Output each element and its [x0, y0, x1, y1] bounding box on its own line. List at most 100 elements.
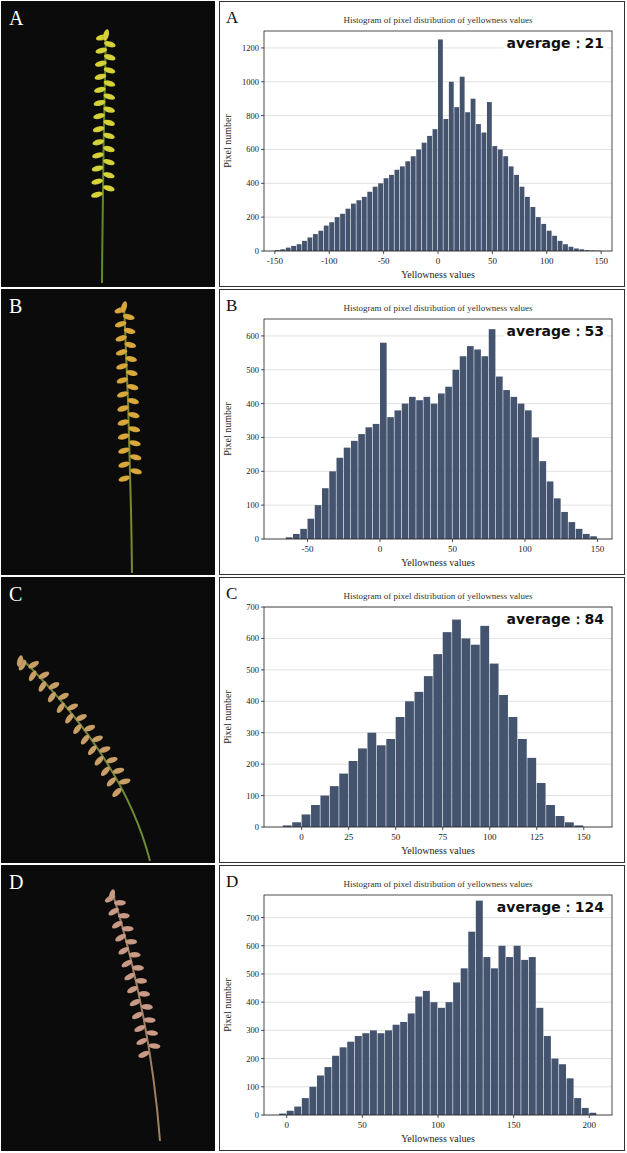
histogram-bar [396, 717, 405, 827]
grain [143, 1017, 155, 1023]
y-tick [261, 638, 264, 639]
histogram-bar [430, 1002, 437, 1115]
grain [94, 73, 107, 81]
y-tick-label: 0 [255, 246, 259, 256]
x-tick-label: 50 [488, 256, 498, 266]
grain [129, 453, 142, 461]
chart-title: Histogram of pixel distribution of yello… [344, 879, 533, 889]
annotation: average：21 [507, 35, 604, 51]
x-tick [489, 827, 490, 830]
y-tick-label: 600 [246, 144, 259, 154]
histogram-bar [356, 200, 361, 251]
x-tick-label: 50 [448, 544, 458, 554]
histogram-panel: DHistogram of pixel distribution of yell… [220, 866, 625, 1151]
histogram-bar [483, 957, 490, 1115]
grain [102, 132, 115, 141]
histogram-bar [320, 796, 329, 827]
x-tick [383, 251, 384, 254]
annotation-background [504, 322, 607, 340]
histogram-bar [344, 448, 351, 539]
y-tick-label: 600 [246, 633, 259, 643]
panel-letter: D [9, 871, 23, 893]
y-tick-label: 700 [246, 913, 259, 923]
grain [115, 348, 128, 357]
grain [146, 1030, 158, 1037]
histogram-bar [462, 638, 471, 827]
grain [103, 92, 116, 101]
grain [72, 723, 84, 736]
y-tick-label: 300 [246, 728, 259, 738]
x-tick [442, 827, 443, 830]
histogram-bar [569, 522, 576, 539]
histogram-bar [416, 400, 423, 539]
y-tick [261, 251, 264, 252]
histogram-bar [362, 1033, 369, 1115]
y-tick [261, 1086, 264, 1087]
grain [114, 320, 127, 329]
histogram-bar [518, 739, 527, 827]
histogram-bar [414, 692, 423, 827]
histogram-bar [294, 1107, 301, 1115]
histogram-bar [340, 214, 345, 251]
grain [94, 60, 107, 68]
grain [128, 425, 141, 433]
x-tick-label: 150 [594, 256, 608, 266]
histogram-bar [367, 192, 372, 251]
x-tick [362, 1115, 363, 1118]
histogram-bar [445, 387, 452, 539]
histogram-bar [482, 356, 489, 539]
histogram-bar [405, 701, 414, 827]
x-tick-label: -50 [378, 256, 390, 266]
histogram-bar [424, 397, 431, 539]
grain [55, 701, 66, 714]
histogram-bar [471, 645, 480, 827]
histogram-bar [329, 471, 336, 539]
grain [47, 681, 60, 691]
x-tick-label: -50 [302, 544, 314, 554]
panel-letter: C [226, 584, 237, 603]
histogram-bar [529, 957, 536, 1115]
y-tick [261, 1115, 264, 1116]
grain [57, 691, 70, 701]
grain [37, 670, 50, 681]
y-tick [261, 369, 264, 370]
grain [125, 939, 137, 945]
grain [117, 404, 130, 413]
x-tick [536, 827, 537, 830]
histogram-bar [386, 739, 395, 827]
histogram-bar [496, 377, 503, 539]
y-axis-title: Pixel number [222, 690, 233, 744]
y-tick [261, 539, 264, 540]
histogram-bar [546, 805, 555, 827]
y-tick [261, 217, 264, 218]
grain [128, 997, 141, 1007]
photo-panel: A [1, 1, 215, 287]
y-tick [261, 701, 264, 702]
histogram-bar [576, 529, 583, 539]
x-tick [329, 251, 330, 254]
x-axis-title: Yellowness values [401, 1133, 475, 1144]
histogram-bar [291, 246, 296, 251]
histogram-bar [402, 404, 409, 539]
histogram-bar [329, 222, 334, 251]
x-tick [274, 251, 275, 254]
histogram-panel: BHistogram of pixel distribution of yell… [220, 290, 625, 575]
grain [103, 66, 116, 75]
grain [37, 680, 48, 693]
histogram-bar [520, 187, 525, 251]
histogram-bar [541, 224, 546, 251]
grain [117, 446, 130, 455]
x-tick-label: 0 [378, 544, 383, 554]
grain [102, 145, 115, 154]
histogram-bar [346, 209, 351, 251]
histogram-bar [503, 390, 510, 539]
grid-line [264, 973, 612, 974]
grid-line [264, 945, 612, 946]
histogram-bar [400, 1022, 407, 1115]
histogram-bar [449, 82, 454, 251]
grain [135, 978, 147, 984]
annotation-background [504, 610, 608, 628]
x-axis-title: Yellowness values [401, 557, 475, 568]
annotation-group: average：21 [504, 34, 607, 52]
x-tick [307, 539, 308, 542]
